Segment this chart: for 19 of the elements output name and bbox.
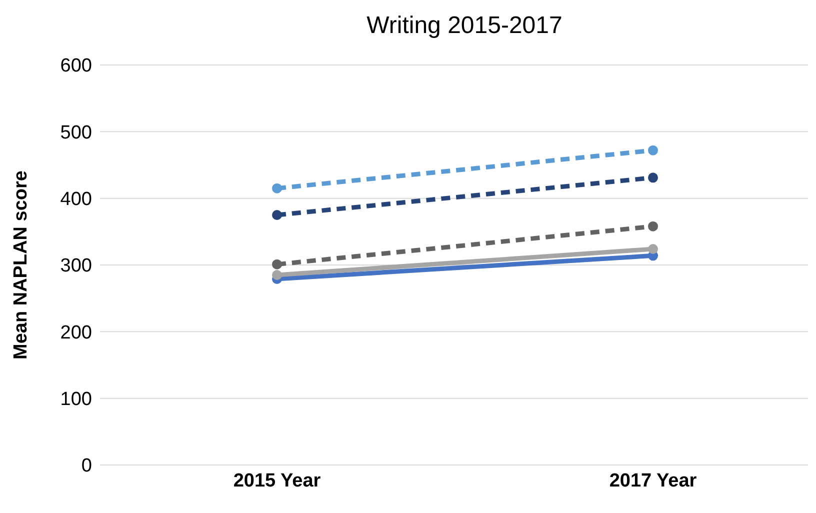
y-tick-label: 0	[81, 456, 92, 477]
point	[648, 244, 658, 254]
y-tick-label: 600	[60, 56, 92, 77]
y-tick-label: 400	[60, 189, 92, 210]
point	[272, 183, 282, 194]
point	[272, 259, 282, 270]
point	[648, 221, 658, 232]
point	[648, 145, 658, 156]
point	[272, 210, 282, 220]
point	[272, 270, 282, 280]
x-tick-label: 2015 Year	[233, 470, 322, 492]
point	[648, 172, 658, 183]
y-axis-title: Mean NAPLAN score	[10, 170, 32, 360]
y-tick-label: 300	[60, 256, 92, 277]
x-tick-label: 2017 Year	[609, 470, 698, 492]
y-tick-label: 100	[60, 389, 92, 410]
chart-title: Writing 2015-2017	[366, 12, 564, 40]
y-tick-label: 500	[60, 122, 92, 144]
y-tick-label: 200	[60, 322, 92, 344]
